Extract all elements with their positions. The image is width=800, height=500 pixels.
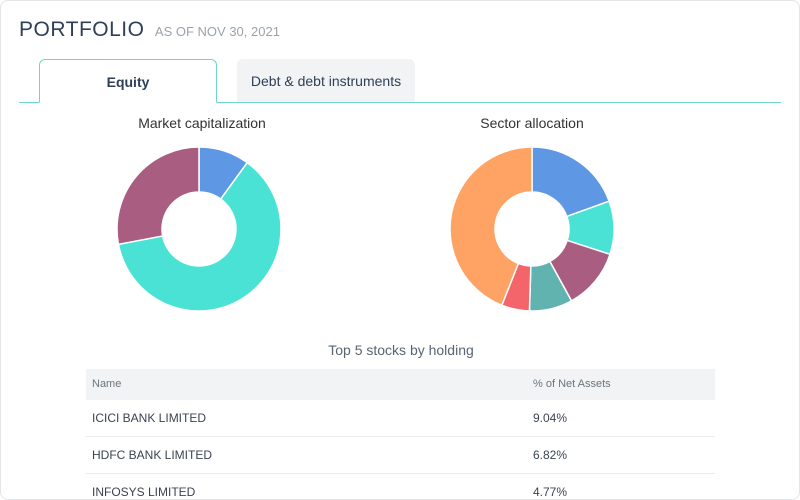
market-cap-title: Market capitalization [138, 115, 266, 131]
market-cap-slice-3[interactable] [116, 146, 200, 246]
tab-debt-instruments[interactable]: Debt & debt instruments [237, 59, 415, 102]
stock-net-assets: 9.04% [533, 411, 568, 425]
market-cap-donut-chart [116, 146, 282, 312]
sector-slice-1[interactable] [531, 146, 611, 218]
table-row: HDFC BANK LIMITED 6.82% [86, 437, 715, 474]
tabs-divider [19, 102, 781, 103]
sector-allocation-donut-chart [449, 146, 615, 312]
table-header: Name % of Net Assets [86, 369, 715, 400]
as-of-date: AS OF NOV 30, 2021 [154, 24, 280, 39]
sector-slice-6[interactable] [449, 146, 533, 307]
stock-name: INFOSYS LIMITED [92, 485, 196, 499]
page-title: PORTFOLIO [19, 18, 145, 41]
column-header-net-assets: % of Net Assets [533, 378, 611, 390]
stock-net-assets: 6.82% [533, 448, 568, 462]
table-row: ICICI BANK LIMITED 9.04% [86, 400, 715, 437]
portfolio-header: PORTFOLIO AS OF NOV 30, 2021 [19, 18, 280, 42]
stock-net-assets: 4.77% [533, 485, 568, 499]
top-stocks-table: Name % of Net Assets ICICI BANK LIMITED … [86, 369, 715, 499]
top-stocks-title: Top 5 stocks by holding [328, 342, 474, 358]
stock-name: HDFC BANK LIMITED [92, 448, 213, 462]
sector-allocation-title: Sector allocation [480, 115, 584, 131]
tab-equity[interactable]: Equity [39, 59, 217, 103]
stock-name: ICICI BANK LIMITED [92, 411, 207, 425]
column-header-name: Name [92, 378, 122, 390]
market-cap-slice-2[interactable] [117, 161, 282, 312]
table-row: INFOSYS LIMITED 4.77% [86, 474, 715, 499]
